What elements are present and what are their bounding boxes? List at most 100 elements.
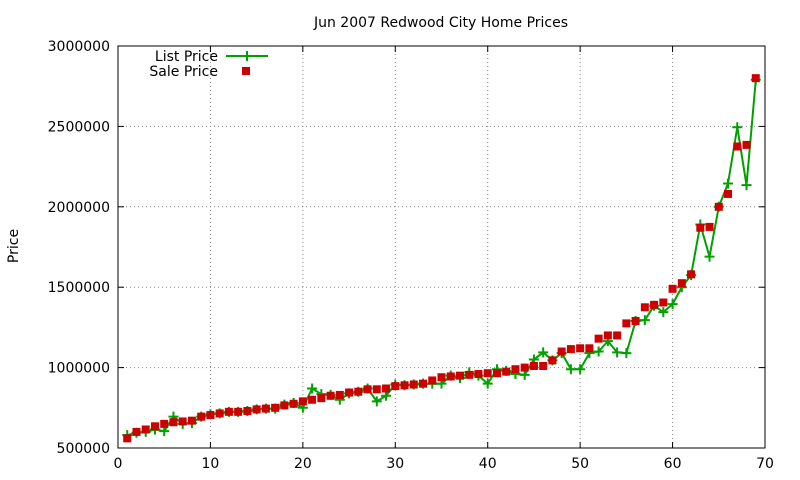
point-list-price: [639, 315, 650, 326]
point-list-price: [704, 251, 715, 262]
point-list-price: [612, 347, 623, 358]
y-tick-label: 1500000: [48, 280, 110, 296]
chart-title: Jun 2007 Redwood City Home Prices: [313, 15, 568, 31]
point-list-price: [732, 122, 743, 133]
point-list-price: [593, 346, 604, 357]
point-sale-price: [437, 373, 446, 382]
x-tick-label: 0: [114, 456, 123, 472]
point-sale-price: [576, 344, 585, 353]
point-sale-price: [132, 427, 141, 436]
point-sale-price: [548, 356, 557, 365]
point-sale-price: [659, 298, 668, 307]
point-sale-price: [261, 404, 270, 413]
point-sale-price: [391, 382, 400, 391]
point-sale-price: [224, 407, 233, 416]
point-sale-price: [677, 279, 686, 288]
point-sale-price: [243, 407, 252, 416]
point-sale-price: [178, 417, 187, 426]
legend-marker-list-price: [242, 51, 252, 61]
point-sale-price: [714, 202, 723, 211]
point-list-price: [575, 364, 586, 375]
point-list-price: [658, 307, 669, 318]
point-sale-price: [169, 418, 178, 427]
x-tick-label: 50: [571, 456, 589, 472]
point-sale-price: [502, 367, 511, 376]
point-sale-price: [335, 390, 344, 399]
point-sale-price: [613, 331, 622, 340]
point-sale-price: [631, 316, 640, 325]
point-list-price: [723, 178, 734, 189]
point-list-price: [371, 396, 382, 407]
point-sale-price: [317, 394, 326, 403]
point-sale-price: [409, 380, 418, 389]
point-sale-price: [289, 399, 298, 408]
point-sale-price: [160, 419, 169, 428]
point-sale-price: [529, 361, 538, 370]
point-list-price: [482, 378, 493, 389]
point-sale-price: [585, 344, 594, 353]
point-sale-price: [465, 370, 474, 379]
legend-marker-sale-price: [242, 67, 250, 75]
point-sale-price: [354, 387, 363, 396]
point-sale-price: [520, 363, 529, 372]
point-sale-price: [280, 401, 289, 410]
point-sale-price: [187, 416, 196, 425]
plot-area: [122, 74, 761, 443]
y-tick-label: 2000000: [48, 200, 110, 216]
x-tick-label: 30: [386, 456, 404, 472]
point-list-price: [741, 180, 752, 191]
point-sale-price: [400, 381, 409, 390]
y-tick-label: 3000000: [48, 39, 110, 55]
point-list-price: [538, 347, 549, 358]
legend: List Price Sale Price: [149, 49, 268, 80]
x-tick-label: 10: [202, 456, 220, 472]
point-sale-price: [382, 384, 391, 393]
y-axis-label: Price: [6, 229, 22, 263]
point-sale-price: [252, 405, 261, 414]
x-tick-label: 70: [756, 456, 774, 472]
point-sale-price: [751, 74, 760, 83]
point-list-price: [565, 364, 576, 375]
legend-label-list-price: List Price: [155, 49, 218, 65]
legend-label-sale-price: Sale Price: [149, 64, 218, 80]
point-sale-price: [492, 369, 501, 378]
point-sale-price: [345, 388, 354, 397]
point-sale-price: [668, 284, 677, 293]
point-sale-price: [696, 223, 705, 232]
point-sale-price: [141, 425, 150, 434]
point-sale-price: [271, 403, 280, 412]
y-tick-label: 500000: [57, 441, 110, 457]
point-sale-price: [326, 391, 335, 400]
x-tick-label: 60: [664, 456, 682, 472]
point-sale-price: [428, 376, 437, 385]
point-list-price: [667, 299, 678, 310]
point-sale-price: [446, 372, 455, 381]
point-sale-price: [215, 409, 224, 418]
point-sale-price: [733, 142, 742, 151]
point-sale-price: [419, 379, 428, 388]
x-tick-label: 40: [479, 456, 497, 472]
point-sale-price: [557, 347, 566, 356]
plot-border: [117, 45, 766, 449]
grid: [118, 46, 765, 448]
point-sale-price: [742, 140, 751, 149]
point-sale-price: [687, 270, 696, 279]
x-tick-label: 20: [294, 456, 312, 472]
point-sale-price: [363, 385, 372, 394]
point-sale-price: [123, 434, 132, 443]
point-sale-price: [594, 334, 603, 343]
point-list-price: [307, 383, 318, 394]
point-sale-price: [640, 303, 649, 312]
point-sale-price: [474, 370, 483, 379]
point-sale-price: [511, 365, 520, 374]
point-sale-price: [206, 411, 215, 420]
point-sale-price: [539, 361, 548, 370]
point-sale-price: [197, 412, 206, 421]
point-sale-price: [650, 300, 659, 309]
point-sale-price: [566, 345, 575, 354]
point-sale-price: [308, 395, 317, 404]
point-list-price: [621, 348, 632, 359]
point-sale-price: [298, 397, 307, 406]
